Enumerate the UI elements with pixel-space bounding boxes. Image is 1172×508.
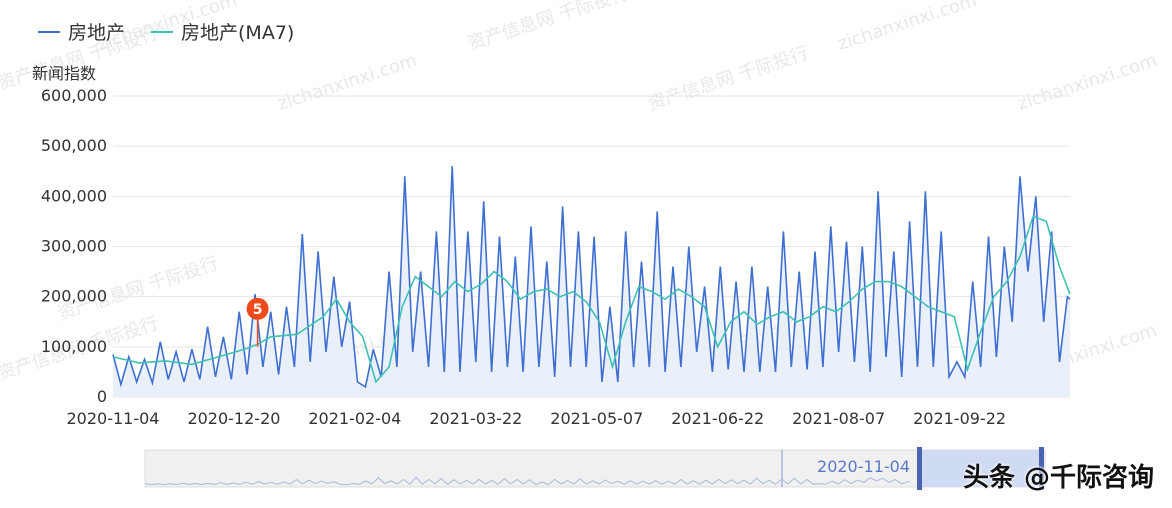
y-tick-label: 200,000	[41, 287, 107, 306]
x-tick-label: 2021-05-07	[550, 409, 643, 428]
slider-handle-left	[917, 447, 922, 490]
slider-mini-series	[144, 476, 911, 486]
x-tick-label: 2021-06-22	[671, 409, 764, 428]
slider-start-label: 2020-11-04	[817, 457, 910, 476]
y-tick-label: 100,000	[41, 337, 107, 356]
watermark-text: zichanxinxi.com	[1015, 50, 1159, 115]
x-tick-label: 2021-03-22	[429, 409, 522, 428]
x-tick-label: 2020-12-20	[187, 409, 280, 428]
series-line-fangdichan-ma7[interactable]	[112, 215, 1071, 384]
marker-pin	[246, 297, 269, 320]
slider-window	[919, 450, 1041, 487]
x-tick-label: 2020-11-04	[67, 409, 160, 428]
y-tick-label: 500,000	[41, 136, 107, 155]
source-watermark: 头条 @千际咨询	[962, 463, 1154, 493]
y-tick-label: 300,000	[41, 237, 107, 256]
y-axis-label: 新闻指数	[32, 64, 97, 83]
y-tick-label: 600,000	[41, 86, 107, 105]
legend-label-series1: 房地产	[68, 22, 126, 44]
watermark-text: zichanxinxi.com	[275, 50, 419, 115]
y-tick-label: 0	[97, 387, 107, 406]
x-axis-ticks: 2020-11-04 2020-12-20 2021-02-04 2021-03-22…	[67, 409, 1007, 428]
watermark-text: zichanxinxi.com	[835, 0, 979, 55]
legend-label-series2: 房地产(MA7)	[181, 22, 295, 44]
legend-item-series1[interactable]: 房地产	[38, 18, 125, 45]
watermark-text: 资产信息网 千际投行	[645, 43, 811, 115]
legend-swatch-series1	[38, 30, 60, 33]
y-axis-ticks: 0 100,000 200,000 300,000 400,000 500,000 600,…	[41, 86, 107, 406]
slider-handle-right	[1039, 447, 1044, 490]
legend-item-series2[interactable]: 房地产(MA7)	[151, 18, 294, 45]
legend-swatch-series2	[151, 30, 174, 33]
annotation-markers[interactable]: 5	[246, 297, 269, 347]
datazoom-slider[interactable]: 2020-11-04	[144, 447, 1046, 490]
x-tick-label: 2021-02-04	[308, 409, 401, 428]
watermark-text: 资产信息网 千际投行	[465, 0, 631, 55]
x-tick-label: 2021-09-22	[913, 409, 1006, 428]
marker-label: 5	[253, 302, 263, 318]
series-line-fangdichan[interactable]	[112, 166, 1071, 389]
x-tick-label: 2021-08-07	[792, 409, 885, 428]
y-tick-label: 400,000	[41, 186, 107, 205]
legend: 房地产 房地产(MA7)	[38, 18, 294, 45]
